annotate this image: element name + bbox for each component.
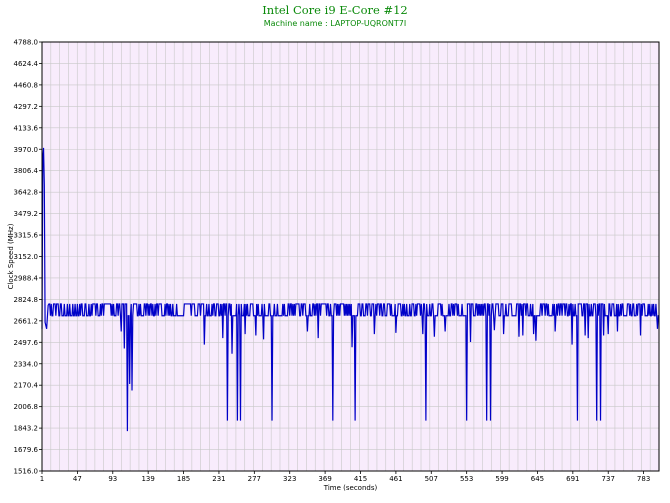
y-tick-label: 3479.2 <box>14 210 39 218</box>
y-tick-label: 1843.2 <box>14 425 39 433</box>
x-tick-label: 231 <box>212 475 225 483</box>
y-axis-ticks: 4788.0 4624.4 4460.8 4297.2 4133.6 3970.0 3806… <box>14 39 42 476</box>
y-tick-label: 4460.8 <box>14 81 39 89</box>
x-axis-ticks: 1 47 93 139 185 231 277 323 369 415 461 507 553 599 64… <box>40 471 650 483</box>
x-tick-label: 691 <box>566 475 579 483</box>
x-tick-label: 645 <box>531 475 544 483</box>
x-tick-label: 47 <box>73 475 82 483</box>
y-tick-label: 4297.2 <box>14 103 39 111</box>
x-tick-label: 415 <box>354 475 367 483</box>
x-tick-label: 1 <box>40 475 44 483</box>
x-tick-label: 461 <box>389 475 402 483</box>
y-tick-label: 3806.4 <box>14 167 39 175</box>
x-tick-label: 277 <box>248 475 261 483</box>
y-tick-label: 2334.0 <box>14 360 39 368</box>
y-tick-label: 3315.6 <box>14 232 39 240</box>
y-tick-label: 2988.4 <box>14 274 39 282</box>
x-tick-label: 737 <box>602 475 615 483</box>
y-tick-label: 3152.0 <box>14 253 39 261</box>
x-tick-label: 507 <box>425 475 438 483</box>
series-line-clock-speed <box>41 147 659 432</box>
y-tick-label: 4788.0 <box>14 39 39 47</box>
x-tick-label: 323 <box>283 475 296 483</box>
x-tick-label: 369 <box>318 475 331 483</box>
y-tick-label: 4133.6 <box>14 124 39 132</box>
grid-lines <box>42 42 659 471</box>
y-axis-label: Clock Speed (MHz) <box>7 223 15 289</box>
x-tick-label: 139 <box>141 475 154 483</box>
y-tick-label: 2824.8 <box>14 296 39 304</box>
y-tick-label: 3642.8 <box>14 189 39 197</box>
x-tick-label: 93 <box>108 475 117 483</box>
plot-frame <box>41 41 660 472</box>
y-tick-label: 3970.0 <box>14 146 39 154</box>
x-tick-label: 783 <box>637 475 650 483</box>
y-tick-label: 2170.4 <box>14 382 39 390</box>
chart-title: Intel Core i9 E-Core #12 <box>262 3 408 17</box>
y-tick-label: 2006.8 <box>14 403 39 411</box>
x-tick-label: 599 <box>495 475 508 483</box>
y-tick-label: 2497.6 <box>14 339 39 347</box>
y-tick-label: 4624.4 <box>14 60 39 68</box>
chart-subtitle: Machine name : LAPTOP-UQRONT7I <box>263 19 407 28</box>
y-tick-label: 1516.0 <box>14 468 39 476</box>
y-tick-label: 2661.2 <box>14 317 39 325</box>
x-tick-label: 185 <box>177 475 190 483</box>
x-tick-label: 553 <box>460 475 473 483</box>
y-tick-label: 1679.6 <box>14 446 39 454</box>
x-axis-label: Time (seconds) <box>323 484 378 492</box>
